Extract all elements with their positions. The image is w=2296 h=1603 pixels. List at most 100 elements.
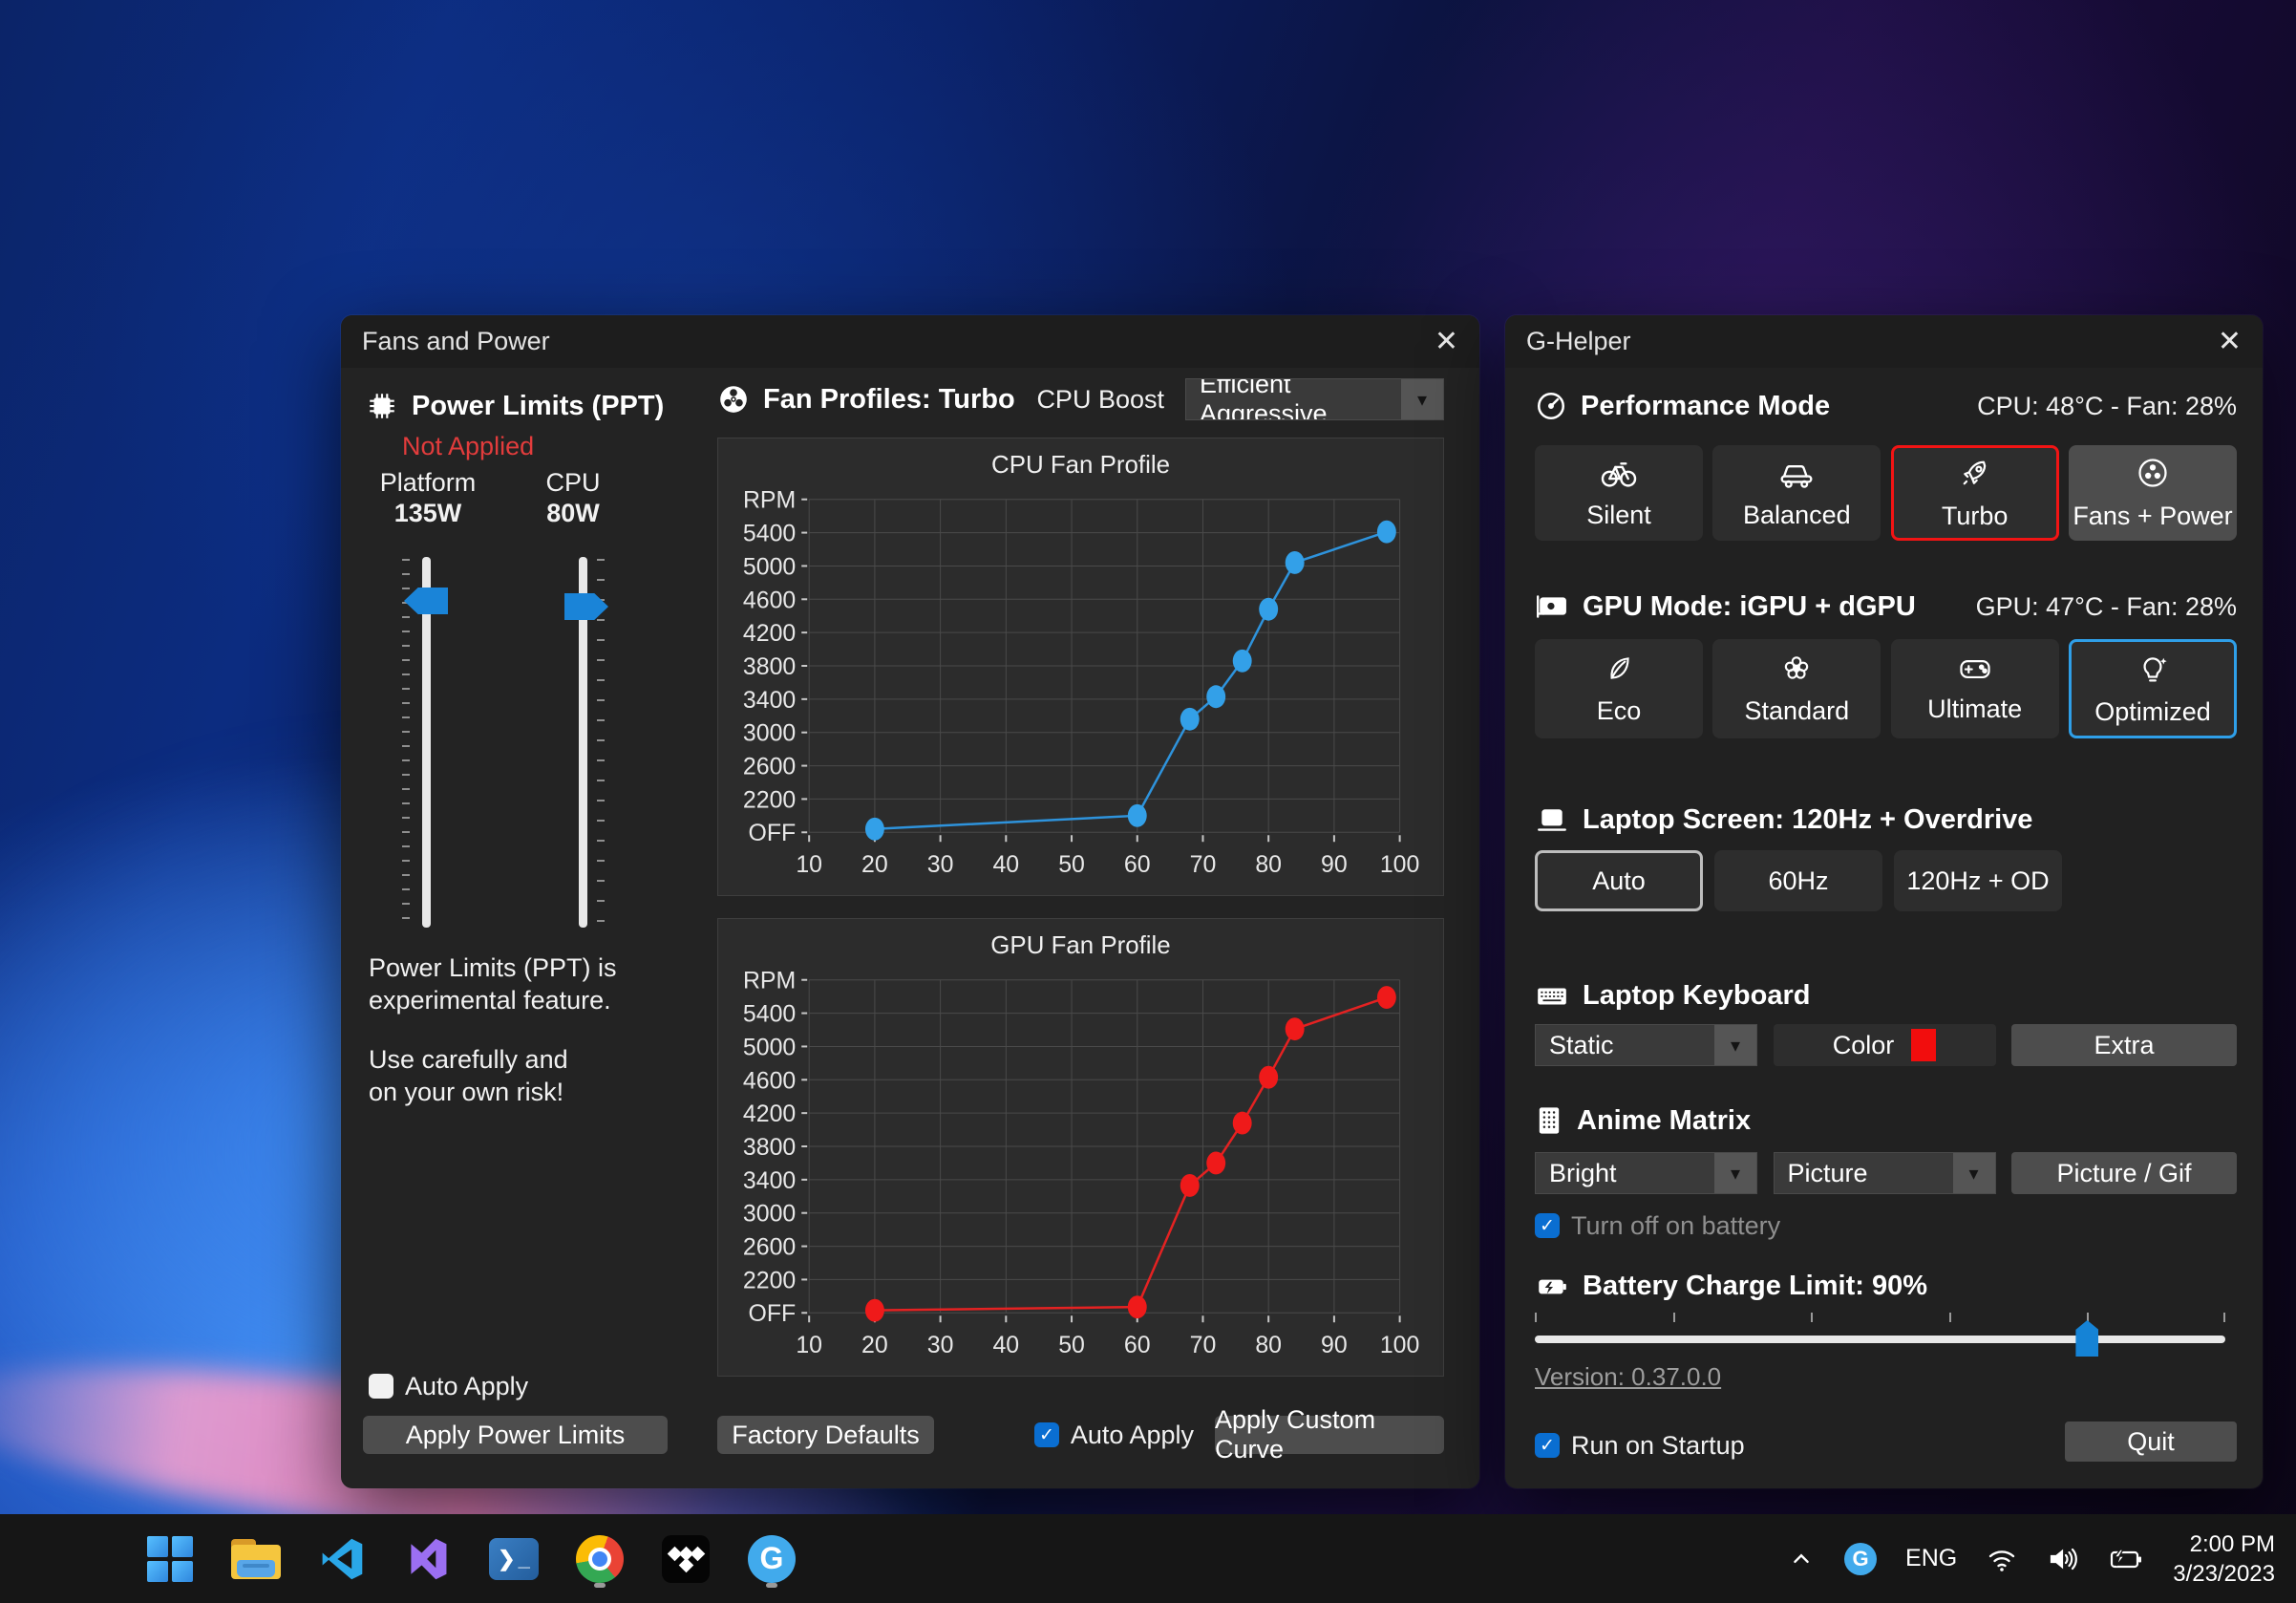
keyboard-extra-button[interactable]: Extra — [2011, 1024, 2237, 1066]
fan-icon — [2138, 458, 2167, 487]
cpu-slider[interactable] — [579, 557, 587, 928]
mode-balanced-button[interactable]: Balanced — [1712, 445, 1881, 541]
close-icon[interactable]: ✕ — [2217, 325, 2242, 357]
cpu-slider-ticks — [597, 559, 605, 930]
cpu-fan-profile-chart[interactable]: CPU Fan Profile 10 20 30 40 50 60 70 80 90 100 OFF 2… — [718, 438, 1443, 895]
check-icon: ✓ — [1038, 1424, 1054, 1445]
windows-start-icon — [147, 1535, 193, 1582]
start-button[interactable] — [143, 1528, 197, 1590]
run-on-startup-label: Run on Startup — [1571, 1431, 1745, 1460]
run-on-startup-checkbox[interactable]: ✓ — [1535, 1433, 1560, 1458]
keyboard-color-button[interactable]: Color — [1773, 1024, 1996, 1066]
svg-text:60: 60 — [1124, 1332, 1151, 1358]
curve-auto-apply-label: Auto Apply — [1070, 1421, 1194, 1449]
vscode-button[interactable] — [315, 1528, 369, 1590]
chevron-down-icon[interactable]: ▾ — [1401, 379, 1443, 419]
apply-power-limits-button[interactable]: Apply Power Limits — [363, 1416, 668, 1454]
gpu-eco-button[interactable]: Eco — [1535, 639, 1703, 738]
svg-text:20: 20 — [861, 851, 888, 878]
taskbar-clock[interactable]: 2:00 PM 3/23/2023 — [2173, 1529, 2275, 1589]
volume-icon[interactable] — [2047, 1544, 2079, 1574]
version-link[interactable]: Version: 0.37.0.0 — [1535, 1362, 1722, 1391]
cpu-fan-profile-chart-panel: CPU Fan Profile 10 20 30 40 50 60 70 80 90 100 OFF 2… — [717, 438, 1444, 896]
screen-60hz-button[interactable]: 60Hz — [1714, 850, 1882, 911]
screen-auto-button[interactable]: Auto — [1535, 850, 1703, 911]
svg-text:20: 20 — [861, 1332, 888, 1358]
close-icon[interactable]: ✕ — [1434, 325, 1458, 357]
curve-auto-apply-checkbox[interactable]: ✓ — [1033, 1422, 1059, 1447]
gpu-fan-profile-chart[interactable]: GPU Fan Profile 10 20 30 40 50 60 70 80 90 100 OFF 2… — [718, 919, 1443, 1376]
svg-text:3000: 3000 — [743, 1201, 796, 1228]
tidal-button[interactable] — [659, 1528, 712, 1590]
gpu-fan-profile-chart-panel: GPU Fan Profile 10 20 30 40 50 60 70 80 90 100 OFF 2… — [717, 918, 1444, 1377]
gpu-optimized-button[interactable]: Optimized — [2068, 639, 2237, 738]
fans-window-titlebar[interactable]: Fans and Power ✕ — [341, 315, 1479, 368]
svg-text:60: 60 — [1124, 851, 1151, 878]
battery-limit-slider[interactable] — [1535, 1336, 2225, 1343]
svg-text:5400: 5400 — [743, 521, 796, 547]
matrix-brightness-dropdown[interactable]: Bright ▾ — [1535, 1152, 1757, 1194]
file-explorer-button[interactable] — [229, 1528, 283, 1590]
power-auto-apply-checkbox[interactable] — [369, 1374, 393, 1399]
svg-text:90: 90 — [1321, 851, 1348, 878]
gauge-icon — [1537, 392, 1565, 420]
mode-fans-power-button[interactable]: Fans + Power — [2068, 445, 2237, 541]
ghelper-tray-icon[interactable]: G — [1844, 1542, 1878, 1575]
apply-custom-curve-button[interactable]: Apply Custom Curve — [1215, 1405, 1444, 1464]
laptop-screen-heading: Laptop Screen: 120Hz + Overdrive — [1535, 804, 2032, 836]
car-icon — [1780, 464, 1813, 488]
battery-limit-slider-thumb[interactable] — [2075, 1320, 2099, 1357]
mode-turbo-button[interactable]: Turbo — [1890, 445, 2059, 541]
visual-studio-button[interactable] — [401, 1528, 455, 1590]
svg-text:5000: 5000 — [743, 553, 796, 580]
chevron-down-icon[interactable]: ▾ — [1714, 1153, 1756, 1193]
gpu-standard-button[interactable]: Standard — [1712, 639, 1881, 738]
svg-text:2600: 2600 — [743, 754, 796, 780]
svg-text:90: 90 — [1321, 1332, 1348, 1358]
cpu-temp-fan-status: CPU: 48°C - Fan: 28% — [1977, 391, 2237, 420]
system-tray: G ENG 2:00 PM 3/23/2023 — [1787, 1529, 2296, 1589]
svg-text:80: 80 — [1255, 1332, 1282, 1358]
platform-slider[interactable] — [422, 557, 431, 928]
matrix-battery-checkbox[interactable]: ✓ — [1535, 1213, 1560, 1238]
power-auto-apply-label: Auto Apply — [405, 1372, 529, 1400]
fans-and-power-window: Fans and Power ✕ Power Limits (PPT) Not … — [341, 315, 1479, 1488]
matrix-mode-value: Picture — [1787, 1158, 1868, 1187]
cpu-boost-dropdown[interactable]: Efficient Aggressive ▾ — [1185, 378, 1444, 420]
svg-text:100: 100 — [1380, 851, 1420, 878]
matrix-picture-gif-button[interactable]: Picture / Gif — [2011, 1152, 2237, 1194]
running-indicator — [766, 1582, 777, 1588]
gpu-mode-heading: GPU Mode: iGPU + dGPU — [1535, 590, 1916, 623]
chevron-down-icon[interactable]: ▾ — [1714, 1025, 1756, 1065]
rocket-icon — [1963, 460, 1986, 484]
laptop-icon — [1538, 808, 1566, 831]
platform-slider-ticks — [402, 559, 410, 930]
svg-text:30: 30 — [927, 1332, 954, 1358]
mode-silent-button[interactable]: Silent — [1535, 445, 1703, 541]
battery-tray-icon[interactable] — [2108, 1545, 2144, 1573]
fan-icon — [720, 386, 747, 413]
svg-text:5000: 5000 — [743, 1034, 796, 1060]
screen-120hz-od-button[interactable]: 120Hz + OD — [1894, 850, 2062, 911]
quit-button[interactable]: Quit — [2065, 1421, 2237, 1462]
gpu-ultimate-button[interactable]: Ultimate — [1890, 639, 2059, 738]
check-icon: ✓ — [1540, 1435, 1555, 1456]
wifi-icon[interactable] — [1986, 1544, 2018, 1574]
factory-defaults-button[interactable]: Factory Defaults — [717, 1416, 934, 1454]
power-limits-note-line3: Use carefully and — [369, 1045, 568, 1074]
matrix-mode-dropdown[interactable]: Picture ▾ — [1773, 1152, 1996, 1194]
svg-text:40: 40 — [992, 1332, 1019, 1358]
ghelper-taskbar-button[interactable]: G — [745, 1528, 798, 1590]
chrome-button[interactable] — [573, 1528, 627, 1590]
keyboard-mode-dropdown[interactable]: Static ▾ — [1535, 1024, 1757, 1066]
svg-text:CPU Fan Profile: CPU Fan Profile — [991, 452, 1170, 479]
leaf-icon — [1610, 656, 1629, 679]
powershell-button[interactable]: ❯ _ — [487, 1528, 541, 1590]
cpu-slider-value: 80W — [546, 499, 600, 527]
svg-text:4200: 4200 — [743, 620, 796, 647]
ghelper-window-titlebar[interactable]: G-Helper ✕ — [1505, 315, 2263, 368]
tray-chevron-up-icon[interactable] — [1787, 1545, 1816, 1573]
language-indicator[interactable]: ENG — [1905, 1545, 1958, 1571]
platform-slider-thumb[interactable] — [404, 588, 448, 614]
chevron-down-icon[interactable]: ▾ — [1952, 1153, 1995, 1193]
